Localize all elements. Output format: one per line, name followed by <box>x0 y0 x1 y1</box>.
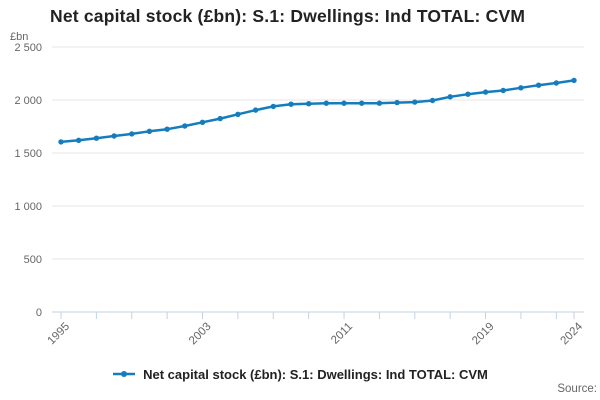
data-point[interactable] <box>288 101 294 107</box>
y-tick-label: 1 500 <box>14 148 42 160</box>
source-note: Source: <box>557 383 597 395</box>
legend-item[interactable]: Net capital stock (£bn): S.1: Dwellings:… <box>0 364 600 384</box>
y-tick-label: 2 000 <box>14 95 42 107</box>
data-point[interactable] <box>394 99 400 106</box>
data-point[interactable] <box>199 119 206 126</box>
x-tick-label: 2003 <box>187 321 214 348</box>
legend-marker-dot <box>121 371 128 377</box>
x-tick-label: 2011 <box>329 321 355 347</box>
data-point[interactable] <box>359 100 365 106</box>
data-point[interactable] <box>376 100 383 106</box>
data-point[interactable] <box>146 128 153 134</box>
x-tick-label: 2019 <box>470 321 497 348</box>
data-point[interactable] <box>306 101 312 107</box>
data-point[interactable] <box>447 94 453 100</box>
data-point[interactable] <box>76 137 82 143</box>
data-point[interactable] <box>500 87 506 94</box>
chart-title: Net capital stock (£bn): S.1: Dwellings:… <box>50 6 526 26</box>
data-point[interactable] <box>93 135 100 141</box>
data-point[interactable] <box>535 82 542 88</box>
y-axis-unit-label: £bn <box>10 31 29 43</box>
chart-svg: 0 500 1 000 1 500 2 000 2 500 1995 2003 2011 2019… <box>14 42 586 348</box>
data-point[interactable] <box>465 91 471 97</box>
legend-line-marker-icon <box>113 371 136 377</box>
y-tick-label: 500 <box>24 254 42 266</box>
data-point[interactable] <box>482 89 489 95</box>
x-tick-label: 2024 <box>559 320 586 347</box>
data-point[interactable] <box>270 103 276 110</box>
data-point[interactable] <box>217 115 223 122</box>
data-point[interactable] <box>58 139 64 145</box>
data-point[interactable] <box>341 100 347 106</box>
data-series-line <box>60 79 575 144</box>
data-point[interactable] <box>182 123 188 129</box>
data-point[interactable] <box>129 131 135 137</box>
data-point[interactable] <box>235 111 241 118</box>
legend-label: Net capital stock (£bn): S.1: Dwellings:… <box>143 366 488 382</box>
data-point[interactable] <box>323 100 329 106</box>
data-point[interactable] <box>518 85 524 91</box>
y-tick-label: 1 000 <box>14 201 42 213</box>
x-tick-label: 1995 <box>46 321 73 348</box>
data-point[interactable] <box>553 80 559 86</box>
data-point[interactable] <box>412 99 418 105</box>
data-point[interactable] <box>429 97 436 104</box>
y-tick-label: 2 500 <box>14 42 42 54</box>
data-point[interactable] <box>252 107 259 113</box>
y-tick-label: 0 <box>36 307 42 319</box>
data-point[interactable] <box>111 133 117 139</box>
data-point[interactable] <box>164 126 170 132</box>
data-point[interactable] <box>571 77 577 84</box>
